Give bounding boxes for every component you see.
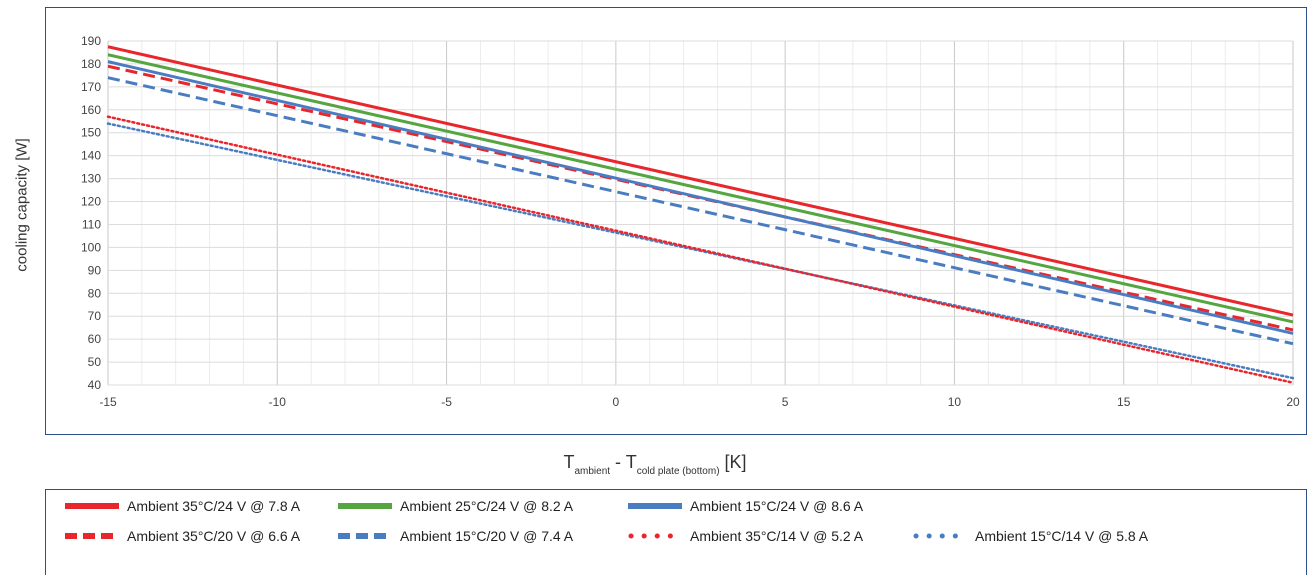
chart-frame: 40 50 60 70 80 90 100 110 120 130 140 150 160 170 180 1… <box>45 7 1307 435</box>
x-axis-label-sub-plate: cold plate (bottom) <box>636 466 720 477</box>
x-axis-label-main: T <box>563 452 575 472</box>
legend-label: Ambient 35°C/14 V @ 5.2 A <box>690 528 864 544</box>
y-tick-label: 50 <box>88 355 102 369</box>
x-axis-label-unit: [K] <box>719 452 747 472</box>
y-tick-label: 180 <box>81 57 101 71</box>
series-line <box>106 115 1295 384</box>
x-tick-label: 20 <box>1286 395 1300 409</box>
legend-item: Ambient 35°C/20 V @ 6.6 A <box>63 528 300 544</box>
legend-item: Ambient 15°C/14 V @ 5.8 A <box>911 528 1148 544</box>
legend-swatch <box>65 503 119 509</box>
x-axis-label: Tambient - Tcold plate (bottom) [K] <box>0 452 1310 477</box>
legend-item: Ambient 15°C/20 V @ 7.4 A <box>336 528 573 544</box>
series-line <box>107 60 1294 335</box>
y-tick-label: 80 <box>88 286 102 300</box>
y-tick-label: 160 <box>81 103 101 117</box>
legend-swatch <box>628 503 682 509</box>
x-tick-label: 5 <box>782 395 789 409</box>
x-tick-label: 10 <box>948 395 962 409</box>
y-tick-label: 150 <box>81 126 101 140</box>
series-line <box>107 53 1294 324</box>
legend-swatch <box>338 503 392 509</box>
legend-label: Ambient 35°C/20 V @ 6.6 A <box>127 528 301 544</box>
x-tick-label: -5 <box>441 395 452 409</box>
y-tick-label: 140 <box>81 149 101 163</box>
legend-swatch <box>338 533 392 539</box>
legend-swatch <box>65 533 119 539</box>
y-tick-label: 100 <box>81 240 101 254</box>
y-tick-label: 60 <box>88 332 102 346</box>
y-tick-label: 130 <box>81 172 101 186</box>
legend-label: Ambient 25°C/24 V @ 8.2 A <box>400 498 574 514</box>
y-tick-label: 120 <box>81 195 101 209</box>
x-tick-label: 15 <box>1117 395 1131 409</box>
legend-label: Ambient 15°C/14 V @ 5.8 A <box>975 528 1149 544</box>
x-tick-label: 0 <box>613 395 620 409</box>
y-tick-label: 70 <box>88 309 102 323</box>
legend-swatch <box>628 533 684 539</box>
legend-item: Ambient 35°C/24 V @ 7.8 A <box>63 498 300 514</box>
legend-item: Ambient 25°C/24 V @ 8.2 A <box>336 498 573 514</box>
line-chart: 4050607080901001101201301401501601701801… <box>81 34 1300 409</box>
x-axis-label-sub-ambient: ambient <box>574 466 611 477</box>
series-line <box>107 45 1294 317</box>
y-tick-label: 170 <box>81 80 101 94</box>
y-tick-label: 40 <box>88 378 102 392</box>
y-tick-label: 90 <box>88 263 102 277</box>
legend-label: Ambient 35°C/24 V @ 7.8 A <box>127 498 301 514</box>
legend-item: Ambient 15°C/24 V @ 8.6 A <box>626 498 863 514</box>
legend: Ambient 35°C/24 V @ 7.8 A Ambient 25°C/24… <box>45 489 1307 575</box>
y-tick-label: 190 <box>81 34 101 48</box>
y-tick-label: 110 <box>82 217 101 231</box>
series-line <box>107 64 1294 332</box>
legend-label: Ambient 15°C/24 V @ 8.6 A <box>690 498 864 514</box>
x-tick-label: -15 <box>99 395 117 409</box>
x-axis-label-mid: - T <box>610 452 637 472</box>
x-tick-label: -10 <box>269 395 287 409</box>
legend-swatch <box>913 533 969 539</box>
legend-label: Ambient 15°C/20 V @ 7.4 A <box>400 528 574 544</box>
legend-item: Ambient 35°C/14 V @ 5.2 A <box>626 528 863 544</box>
y-axis-label: cooling capacity [W] <box>13 138 31 272</box>
series-line <box>107 76 1294 346</box>
